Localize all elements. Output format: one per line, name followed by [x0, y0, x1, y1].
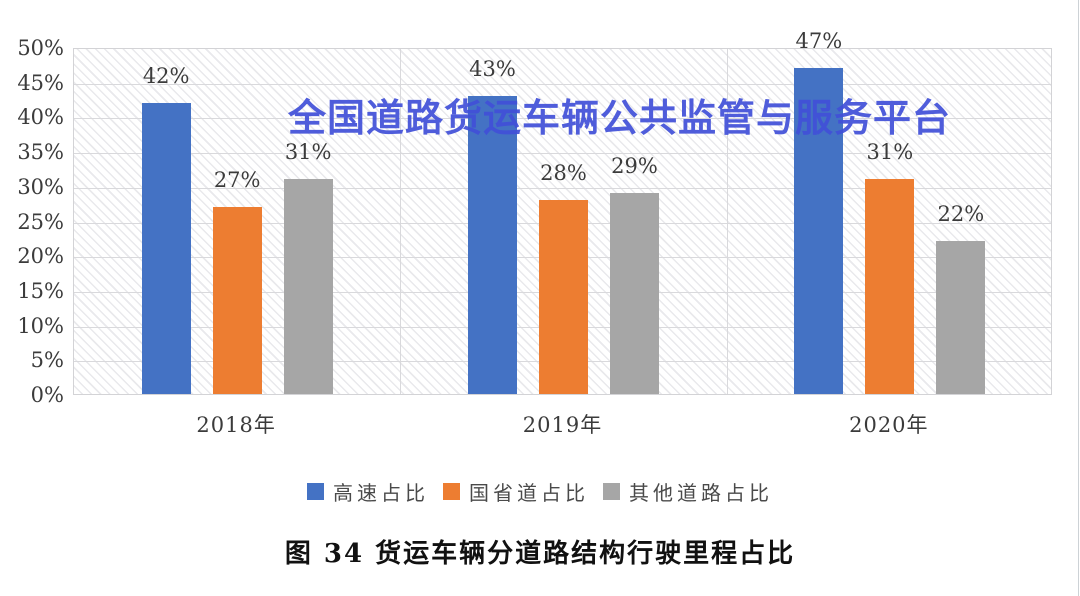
y-axis-tick-label: 20%: [17, 244, 64, 269]
bar-data-label: 29%: [611, 153, 658, 178]
gridline-vertical: [726, 49, 728, 394]
bar-series1-cat2: [468, 95, 517, 394]
y-axis-tick-label: 45%: [17, 70, 64, 95]
gridline-vertical: [400, 49, 402, 394]
x-axis-category-label: 2020年: [849, 413, 929, 437]
gridline-horizontal: [74, 153, 1051, 155]
bar-series3-cat3: [936, 241, 986, 394]
y-axis-tick-label: 15%: [17, 278, 64, 303]
legend: 高速占比 国省道占比 其他道路占比: [0, 477, 1080, 506]
x-axis-category-label: 2018年: [196, 413, 276, 437]
figure-caption: 图 34 货运车辆分道路结构行驶里程占比: [284, 539, 796, 569]
y-axis-tick-label: 30%: [17, 174, 64, 199]
gridline-horizontal: [74, 118, 1051, 120]
watermark-text: 全国道路货运车辆公共监管与服务平台: [288, 98, 952, 140]
bar-series1-cat1: [141, 102, 191, 394]
bar-series1-cat3: [794, 67, 844, 394]
screenshot-right-border: [1078, 0, 1079, 596]
legend-series-label: 其他道路占比: [629, 481, 773, 505]
bar-data-label: 27%: [213, 167, 261, 192]
legend-series-label: 国省道占比: [469, 481, 589, 505]
y-axis-tick-label: 10%: [17, 313, 64, 338]
y-axis-tick-label: 50%: [17, 36, 64, 60]
y-axis-tick-label: 0%: [30, 383, 64, 407]
legend-swatch-icon: [443, 483, 460, 500]
gridline-horizontal: [74, 83, 1051, 85]
legend-series-label: 高速占比: [333, 481, 429, 505]
bar-data-label: 31%: [284, 139, 332, 164]
bar-series3-cat2: [610, 192, 659, 394]
bar-data-label: 42%: [142, 63, 190, 88]
bar-data-label: 31%: [866, 139, 914, 164]
legend-item-series1: 高速占比: [307, 477, 429, 506]
bar-data-label: 22%: [937, 202, 985, 227]
legend-swatch-icon: [603, 483, 620, 500]
y-axis-tick-label: 35%: [17, 140, 64, 165]
legend-item-series2: 国省道占比: [443, 477, 589, 506]
y-axis-tick-label: 25%: [17, 209, 64, 234]
gridline-horizontal: [74, 187, 1051, 189]
legend-swatch-icon: [307, 483, 324, 500]
bar-series2-cat2: [539, 199, 588, 394]
bar-data-label: 28%: [540, 160, 587, 185]
legend-item-series3: 其他道路占比: [603, 477, 773, 506]
bar-series2-cat3: [865, 178, 915, 394]
y-axis-tick-label: 5%: [30, 348, 64, 373]
bar-series3-cat1: [283, 178, 333, 394]
bar-series2-cat1: [212, 206, 262, 394]
bar-data-label: 47%: [795, 28, 843, 53]
x-axis-category-label: 2019年: [522, 413, 603, 437]
plot-area: 42% 27% 31% 43% 28% 29% 47% 31% 22%: [73, 29, 1052, 395]
y-axis-tick-label: 40%: [17, 105, 64, 130]
bar-data-label: 43%: [469, 56, 516, 81]
